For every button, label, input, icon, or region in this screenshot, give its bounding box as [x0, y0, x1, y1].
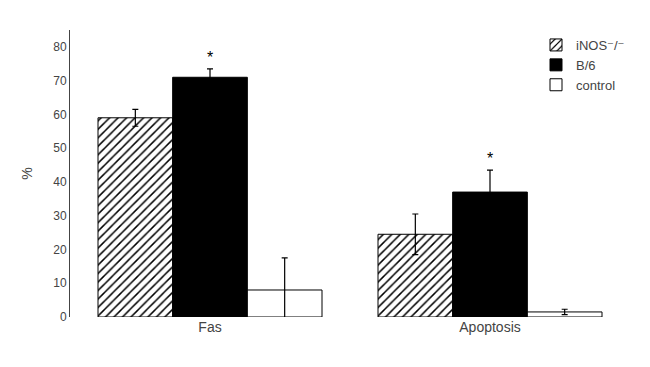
- svg-text:10: 10: [53, 276, 67, 290]
- svg-text:iNOS⁻/⁻: iNOS⁻/⁻: [576, 38, 624, 53]
- svg-text:70: 70: [53, 74, 67, 88]
- svg-text:Fas: Fas: [198, 319, 221, 335]
- svg-text:control: control: [576, 78, 615, 93]
- svg-text:50: 50: [53, 141, 67, 155]
- svg-text:*: *: [487, 150, 493, 167]
- svg-text:60: 60: [53, 108, 67, 122]
- svg-text:30: 30: [53, 209, 67, 223]
- svg-text:Apoptosis: Apoptosis: [459, 319, 520, 335]
- svg-text:0: 0: [60, 310, 67, 324]
- svg-text:20: 20: [53, 243, 67, 257]
- svg-text:%: %: [19, 167, 35, 179]
- svg-text:80: 80: [53, 40, 67, 54]
- svg-text:40: 40: [53, 175, 67, 189]
- svg-text:B/6: B/6: [576, 58, 596, 73]
- svg-text:*: *: [207, 49, 213, 66]
